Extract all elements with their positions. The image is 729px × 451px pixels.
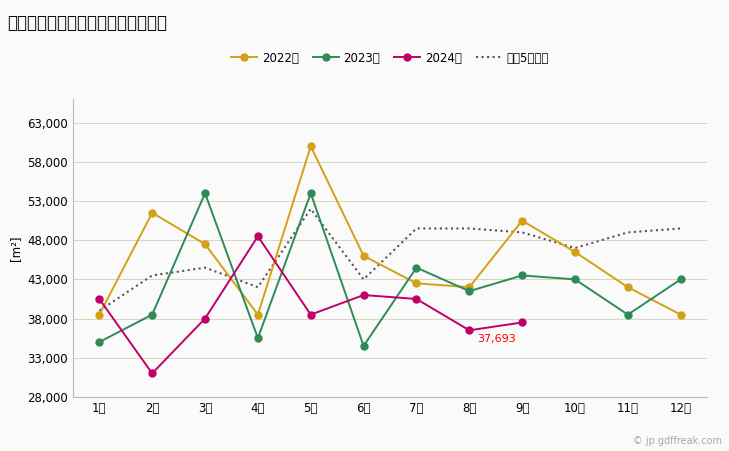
過去5年平均 [148,273,157,278]
Text: 37,693: 37,693 [477,334,516,344]
過去5年平均 [412,226,421,231]
2023年 [200,190,209,196]
2022年 [200,241,209,247]
2023年 [95,339,104,345]
2022年 [571,249,580,255]
2023年 [306,190,315,196]
2023年 [677,276,685,282]
2024年 [412,296,421,302]
2024年 [518,320,526,325]
Line: 2024年: 2024年 [95,233,526,377]
過去5年平均 [200,265,209,270]
2024年 [200,316,209,321]
2022年 [95,312,104,318]
2024年 [254,234,262,239]
2022年 [623,285,632,290]
2022年 [359,253,368,258]
2023年 [148,312,157,318]
2023年 [623,312,632,318]
Line: 過去5年平均: 過去5年平均 [99,209,681,311]
過去5年平均 [571,245,580,251]
2022年 [254,312,262,318]
Text: © jp.gdffreak.com: © jp.gdffreak.com [633,437,722,446]
2023年 [465,289,474,294]
2024年 [148,371,157,376]
2024年 [306,312,315,318]
2023年 [571,276,580,282]
2024年 [359,292,368,298]
2022年 [412,281,421,286]
過去5年平均 [623,230,632,235]
2023年 [518,273,526,278]
2022年 [465,285,474,290]
Text: 宮崎県の居住用建築物の着工床面積: 宮崎県の居住用建築物の着工床面積 [7,14,167,32]
過去5年平均 [518,230,526,235]
2022年 [148,210,157,216]
過去5年平均 [465,226,474,231]
2023年 [412,265,421,270]
Line: 2022年: 2022年 [95,143,685,318]
Y-axis label: [m²]: [m²] [9,235,22,261]
2022年 [677,312,685,318]
2022年 [518,218,526,223]
過去5年平均 [306,206,315,212]
過去5年平均 [359,276,368,282]
過去5年平均 [95,308,104,313]
2023年 [359,343,368,349]
2022年 [306,143,315,149]
過去5年平均 [254,285,262,290]
2024年 [465,327,474,333]
2023年 [254,336,262,341]
Line: 2023年: 2023年 [95,190,685,350]
過去5年平均 [677,226,685,231]
2024年 [95,296,104,302]
Legend: 2022年, 2023年, 2024年, 過去5年平均: 2022年, 2023年, 2024年, 過去5年平均 [231,51,549,64]
